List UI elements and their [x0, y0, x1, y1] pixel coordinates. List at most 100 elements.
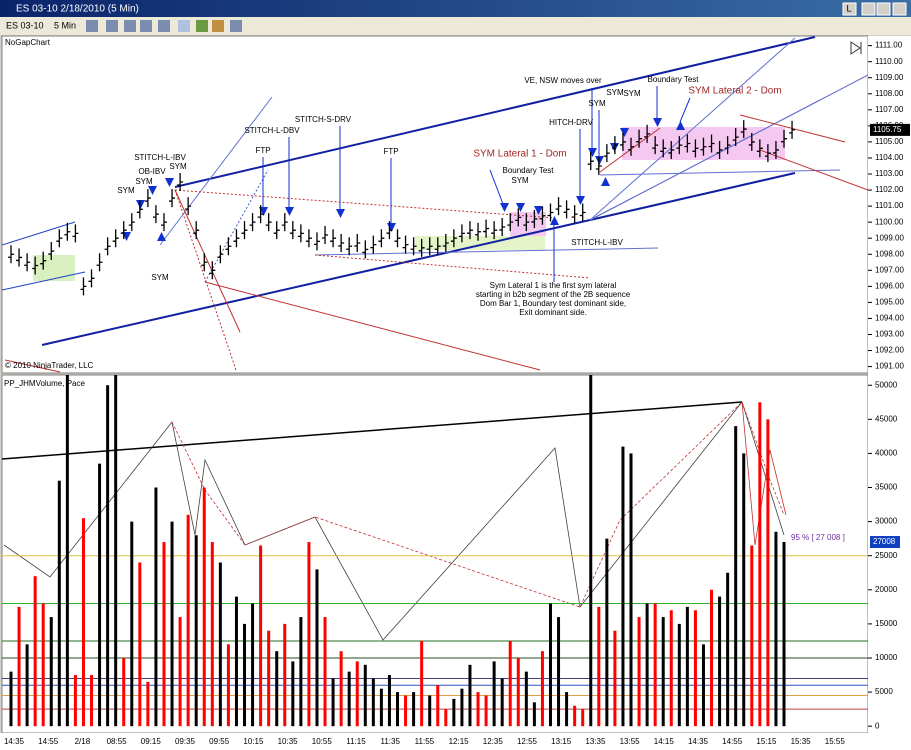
- volume-bar: [524, 671, 528, 727]
- interval-selector[interactable]: 5 Min: [54, 20, 76, 30]
- volume-bar: [589, 375, 593, 727]
- price-bar: [362, 240, 369, 259]
- time-label: 15:35: [791, 737, 812, 746]
- volume-bar: [98, 463, 102, 727]
- toolbar-icons[interactable]: [86, 20, 242, 32]
- volume-bar: [234, 596, 238, 727]
- price-bar: [636, 129, 643, 148]
- annotation: SYM Lateral 1 - Dom: [473, 149, 566, 160]
- volume-bar: [637, 617, 641, 727]
- time-label: 14:15: [654, 737, 675, 746]
- price-bar: [475, 222, 482, 241]
- price-bar: [233, 229, 240, 248]
- window-button[interactable]: [842, 2, 857, 16]
- y-tick-label: 45000: [875, 414, 898, 423]
- time-label: 15:55: [825, 737, 846, 746]
- annotation: OB-IBV: [138, 167, 166, 176]
- y-tick-label: 15000: [875, 619, 898, 628]
- price-bar: [700, 137, 707, 156]
- y-tick-label: 0: [875, 721, 880, 730]
- window-title: ES 03-10 2/18/2010 (5 Min): [16, 4, 139, 15]
- panel-icon: [850, 41, 862, 55]
- volume-bar: [202, 487, 206, 727]
- volume-bar: [581, 709, 585, 727]
- annotation: STITCH-L-DBV: [244, 126, 300, 135]
- annotation: SYM: [135, 177, 153, 186]
- volume-bar: [210, 542, 214, 727]
- maximize-button[interactable]: [876, 2, 891, 16]
- y-tick-label: 1098.00: [875, 249, 904, 258]
- minimize-button[interactable]: [861, 2, 876, 16]
- time-label: 09:55: [209, 737, 230, 746]
- price-bar: [684, 134, 691, 153]
- price-bar: [434, 237, 441, 256]
- price-bar: [354, 234, 361, 253]
- price-bar: [491, 221, 498, 240]
- instrument-selector[interactable]: ES 03-10: [6, 20, 44, 30]
- price-bar: [676, 136, 683, 155]
- volume-bar: [122, 657, 126, 727]
- price-bar: [732, 128, 739, 147]
- price-bar: [523, 213, 530, 232]
- time-label: 14:55: [38, 737, 59, 746]
- y-tick-label: 5000: [875, 687, 893, 696]
- price-bar: [652, 136, 659, 155]
- y-tick-label: 1110.00: [875, 57, 903, 66]
- volume-bar: [291, 661, 295, 727]
- y-tick-label: 20000: [875, 585, 898, 594]
- y-tick-label: 1091.00: [875, 362, 904, 371]
- annotation: SYM: [623, 89, 641, 98]
- time-label: 2/18: [75, 737, 91, 746]
- copyright: © 2010 NinjaTrader, LLC: [5, 361, 94, 370]
- volume-bar: [339, 651, 343, 727]
- time-label: 14:35: [688, 737, 709, 746]
- price-bar: [96, 253, 103, 272]
- price-bar: [217, 245, 224, 264]
- volume-bar: [17, 606, 21, 727]
- price-bar: [48, 242, 55, 261]
- y-tick-label: 10000: [875, 653, 898, 662]
- volume-bar: [492, 661, 496, 727]
- price-bar: [539, 206, 546, 225]
- volume-bar: [404, 695, 408, 727]
- panel-title: NoGapChart: [5, 38, 51, 47]
- volume-bar: [178, 617, 182, 727]
- price-bar: [716, 140, 723, 159]
- price-bar: [692, 139, 699, 158]
- volume-bar: [774, 531, 778, 727]
- price-bar: [346, 237, 353, 256]
- annotation: Boundary Test: [648, 75, 700, 84]
- y-tick-label: 1109.00: [875, 73, 904, 82]
- last-volume-box: [870, 536, 900, 549]
- toolbar: [0, 17, 911, 35]
- price-bar: [563, 200, 570, 219]
- volume-bar: [73, 675, 77, 727]
- volume-bar: [468, 664, 472, 727]
- volume-bar: [146, 681, 150, 727]
- annotation: VE, NSW moves over: [524, 76, 602, 85]
- price-bar: [193, 221, 200, 240]
- close-button[interactable]: [892, 2, 907, 16]
- annotation: SYM: [511, 176, 529, 185]
- price-bar: [571, 205, 578, 224]
- price-bar: [386, 221, 393, 240]
- annotation: SYM: [151, 273, 169, 282]
- volume-bar: [347, 671, 351, 727]
- y-tick-label: 1103.00: [875, 169, 904, 178]
- price-bar: [120, 221, 127, 240]
- price-bar: [338, 234, 345, 253]
- volume-bar: [90, 675, 94, 727]
- price-bar: [499, 217, 506, 236]
- price-bar: [80, 277, 87, 296]
- time-label: 15:15: [756, 737, 777, 746]
- window-button-label[interactable]: L: [846, 3, 851, 13]
- volume-bar: [452, 698, 456, 727]
- volume-bar: [532, 702, 536, 727]
- volume-bar: [766, 419, 770, 727]
- volume-bar: [460, 688, 464, 727]
- price-bar: [781, 129, 787, 148]
- volume-bar: [106, 385, 110, 727]
- volume-bar: [251, 603, 255, 727]
- price-bar: [394, 229, 401, 248]
